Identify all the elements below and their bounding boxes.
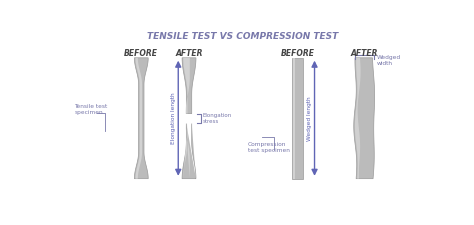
Polygon shape [355, 58, 361, 179]
Text: Wedged
width: Wedged width [377, 56, 401, 66]
Polygon shape [182, 58, 196, 114]
Text: TENSILE TEST VS COMPRESSION TEST: TENSILE TEST VS COMPRESSION TEST [147, 32, 338, 41]
Text: AFTER: AFTER [351, 49, 378, 58]
Polygon shape [354, 58, 374, 179]
Polygon shape [293, 58, 295, 179]
Text: Tensile test
specimen: Tensile test specimen [74, 104, 108, 115]
Text: Elongation
stress: Elongation stress [203, 113, 232, 124]
Text: BEFORE: BEFORE [124, 49, 158, 58]
Text: Compression
test specimen: Compression test specimen [247, 142, 290, 153]
Polygon shape [183, 58, 190, 114]
Text: AFTER: AFTER [175, 49, 203, 58]
Text: BEFORE: BEFORE [281, 49, 315, 58]
Polygon shape [134, 58, 148, 179]
Polygon shape [292, 58, 303, 179]
Text: Elongation length: Elongation length [171, 92, 176, 144]
Polygon shape [136, 58, 142, 179]
Text: Wedged length: Wedged length [308, 96, 312, 141]
